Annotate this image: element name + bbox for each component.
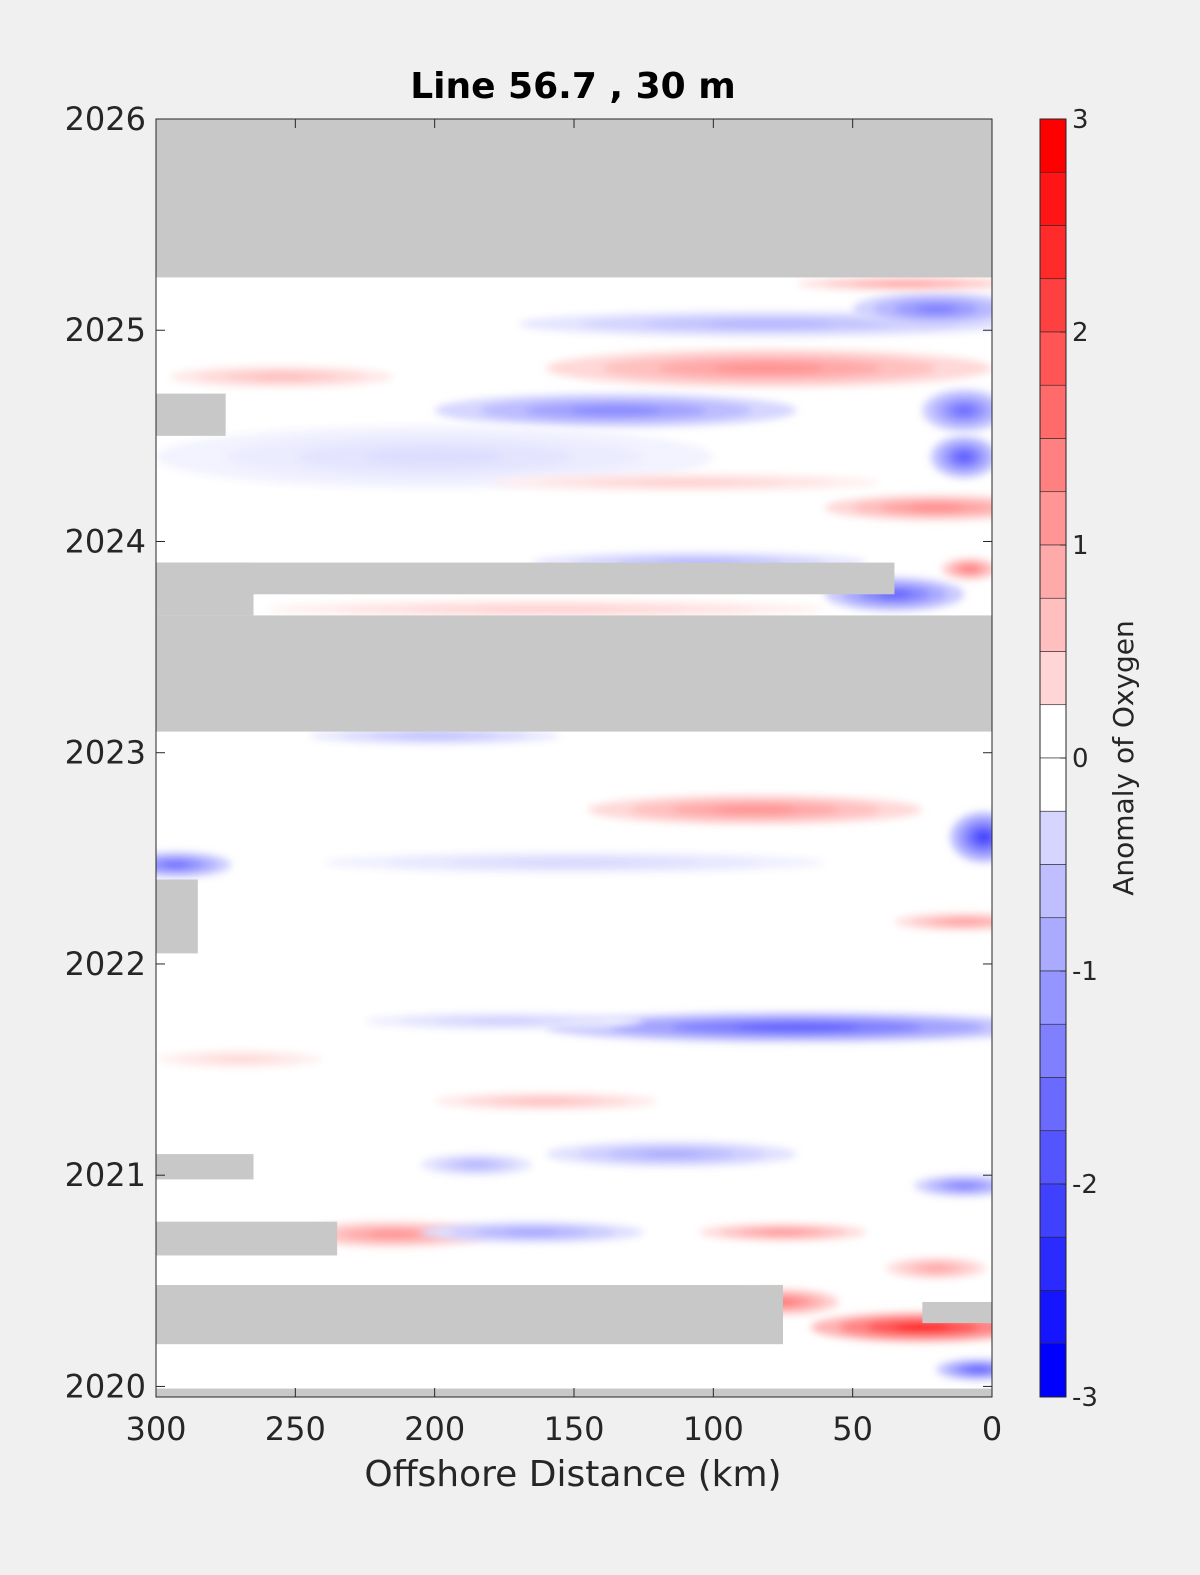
anomaly-feature [365, 1012, 644, 1030]
colorbar-segment [1039, 970, 1067, 1025]
plot-area [155, 118, 993, 1398]
missing-data-region [156, 562, 895, 595]
anomaly-feature [950, 811, 992, 863]
anomaly-feature [546, 1012, 992, 1043]
x-tick-label: 150 [543, 1410, 604, 1448]
colorbar-segment [1039, 384, 1067, 439]
colorbar-segment [1039, 597, 1067, 652]
anomaly-feature [267, 600, 825, 618]
colorbar-segment [1039, 810, 1067, 865]
anomaly-feature [796, 277, 992, 291]
colorbar-segment [1039, 1077, 1067, 1132]
colorbar-tick-label: 0 [1072, 744, 1089, 774]
colorbar-segment [1039, 1290, 1067, 1345]
colorbar-segment [1039, 171, 1067, 226]
x-axis: 300 250 200 150 100 50 0 [125, 119, 1002, 1448]
colorbar-segment [1039, 1130, 1067, 1185]
colorbar-segment [1039, 544, 1067, 599]
colorbar-segment [1039, 864, 1067, 919]
colorbar-tick-label: -1 [1072, 957, 1098, 987]
anomaly-feature [852, 292, 992, 327]
colorbar-tick-label: -3 [1072, 1383, 1098, 1413]
anomaly-feature [824, 495, 992, 521]
y-tick-label: 2024 [65, 522, 146, 560]
x-tick-label: 300 [125, 1410, 186, 1448]
anomaly-feature [490, 473, 881, 491]
colorbar-label: Anomaly of Oxygen [1107, 620, 1140, 896]
colorbar-segment [1039, 118, 1067, 173]
colorbar-tick-label: 1 [1072, 531, 1089, 561]
anomaly-feature [546, 1141, 797, 1167]
anomaly-feature [156, 425, 714, 489]
anomaly-feature [699, 1223, 867, 1241]
anomaly-feature [156, 852, 232, 878]
colorbar-segment [1039, 917, 1067, 972]
y-tick-label: 2025 [65, 311, 146, 349]
anomaly-feature [420, 1154, 533, 1176]
colorbar-segment [1039, 1183, 1067, 1238]
x-axis-label: Offshore Distance (km) [364, 1454, 781, 1495]
anomaly-feature [922, 389, 992, 432]
anomaly-feature [156, 1050, 324, 1068]
x-tick-label: 50 [832, 1410, 873, 1448]
missing-data-region [156, 879, 198, 954]
colorbar: 3 2 1 0 -1 -2 -3 [1039, 105, 1098, 1413]
anomaly-feature [913, 1175, 992, 1197]
anomaly-feature [941, 558, 992, 580]
anomaly-feature [587, 794, 923, 825]
x-tick-label: 100 [683, 1410, 744, 1448]
colorbar-segment [1039, 225, 1067, 280]
colorbar-segment [1039, 1236, 1067, 1291]
chart-title: Line 56.7 , 30 m [410, 66, 736, 107]
colorbar-segment [1039, 331, 1067, 386]
colorbar-segment [1039, 757, 1067, 812]
missing-data-region [156, 615, 992, 732]
missing-data-region [156, 1154, 254, 1180]
missing-data-regions [156, 119, 992, 1397]
anomaly-feature [936, 1358, 992, 1381]
anomaly-contours [156, 277, 992, 1381]
colorbar-segment [1039, 651, 1067, 706]
y-tick-label: 2026 [65, 100, 146, 138]
anomaly-feature [420, 1221, 644, 1243]
colorbar-segment [1039, 491, 1067, 546]
missing-data-region [156, 1221, 338, 1256]
anomaly-feature [169, 366, 393, 388]
x-tick-label: 250 [265, 1410, 326, 1448]
missing-data-region [156, 393, 226, 436]
y-tick-label: 2022 [65, 945, 146, 983]
anomaly-feature [434, 1092, 658, 1110]
y-tick-label: 2023 [65, 734, 146, 772]
colorbar-tick-label: -2 [1072, 1170, 1098, 1200]
anomaly-feature [546, 349, 992, 388]
x-tick-label: 0 [982, 1410, 1002, 1448]
y-tick-label: 2020 [65, 1367, 146, 1405]
y-tick-label: 2021 [65, 1156, 146, 1194]
y-axis: 2020 2021 2022 2023 2024 2025 2026 [65, 100, 992, 1405]
anomaly-feature [323, 852, 825, 874]
colorbar-segment [1039, 278, 1067, 333]
colorbar-tick-label: 3 [1072, 105, 1089, 135]
colorbar-segment [1039, 438, 1067, 493]
colorbar-segment [1039, 1343, 1067, 1398]
anomaly-feature [930, 435, 992, 479]
anomaly-feature [434, 393, 797, 428]
colorbar-tick-label: 2 [1072, 318, 1089, 348]
missing-data-region [156, 562, 254, 616]
x-tick-label: 200 [404, 1410, 465, 1448]
missing-data-region [922, 1301, 992, 1324]
colorbar-segment [1039, 704, 1067, 759]
anomaly-feature [886, 1257, 987, 1279]
missing-data-region [156, 1285, 783, 1345]
colorbar-segment [1039, 1023, 1067, 1078]
anomaly-feature [894, 913, 992, 931]
missing-data-region [156, 119, 992, 278]
